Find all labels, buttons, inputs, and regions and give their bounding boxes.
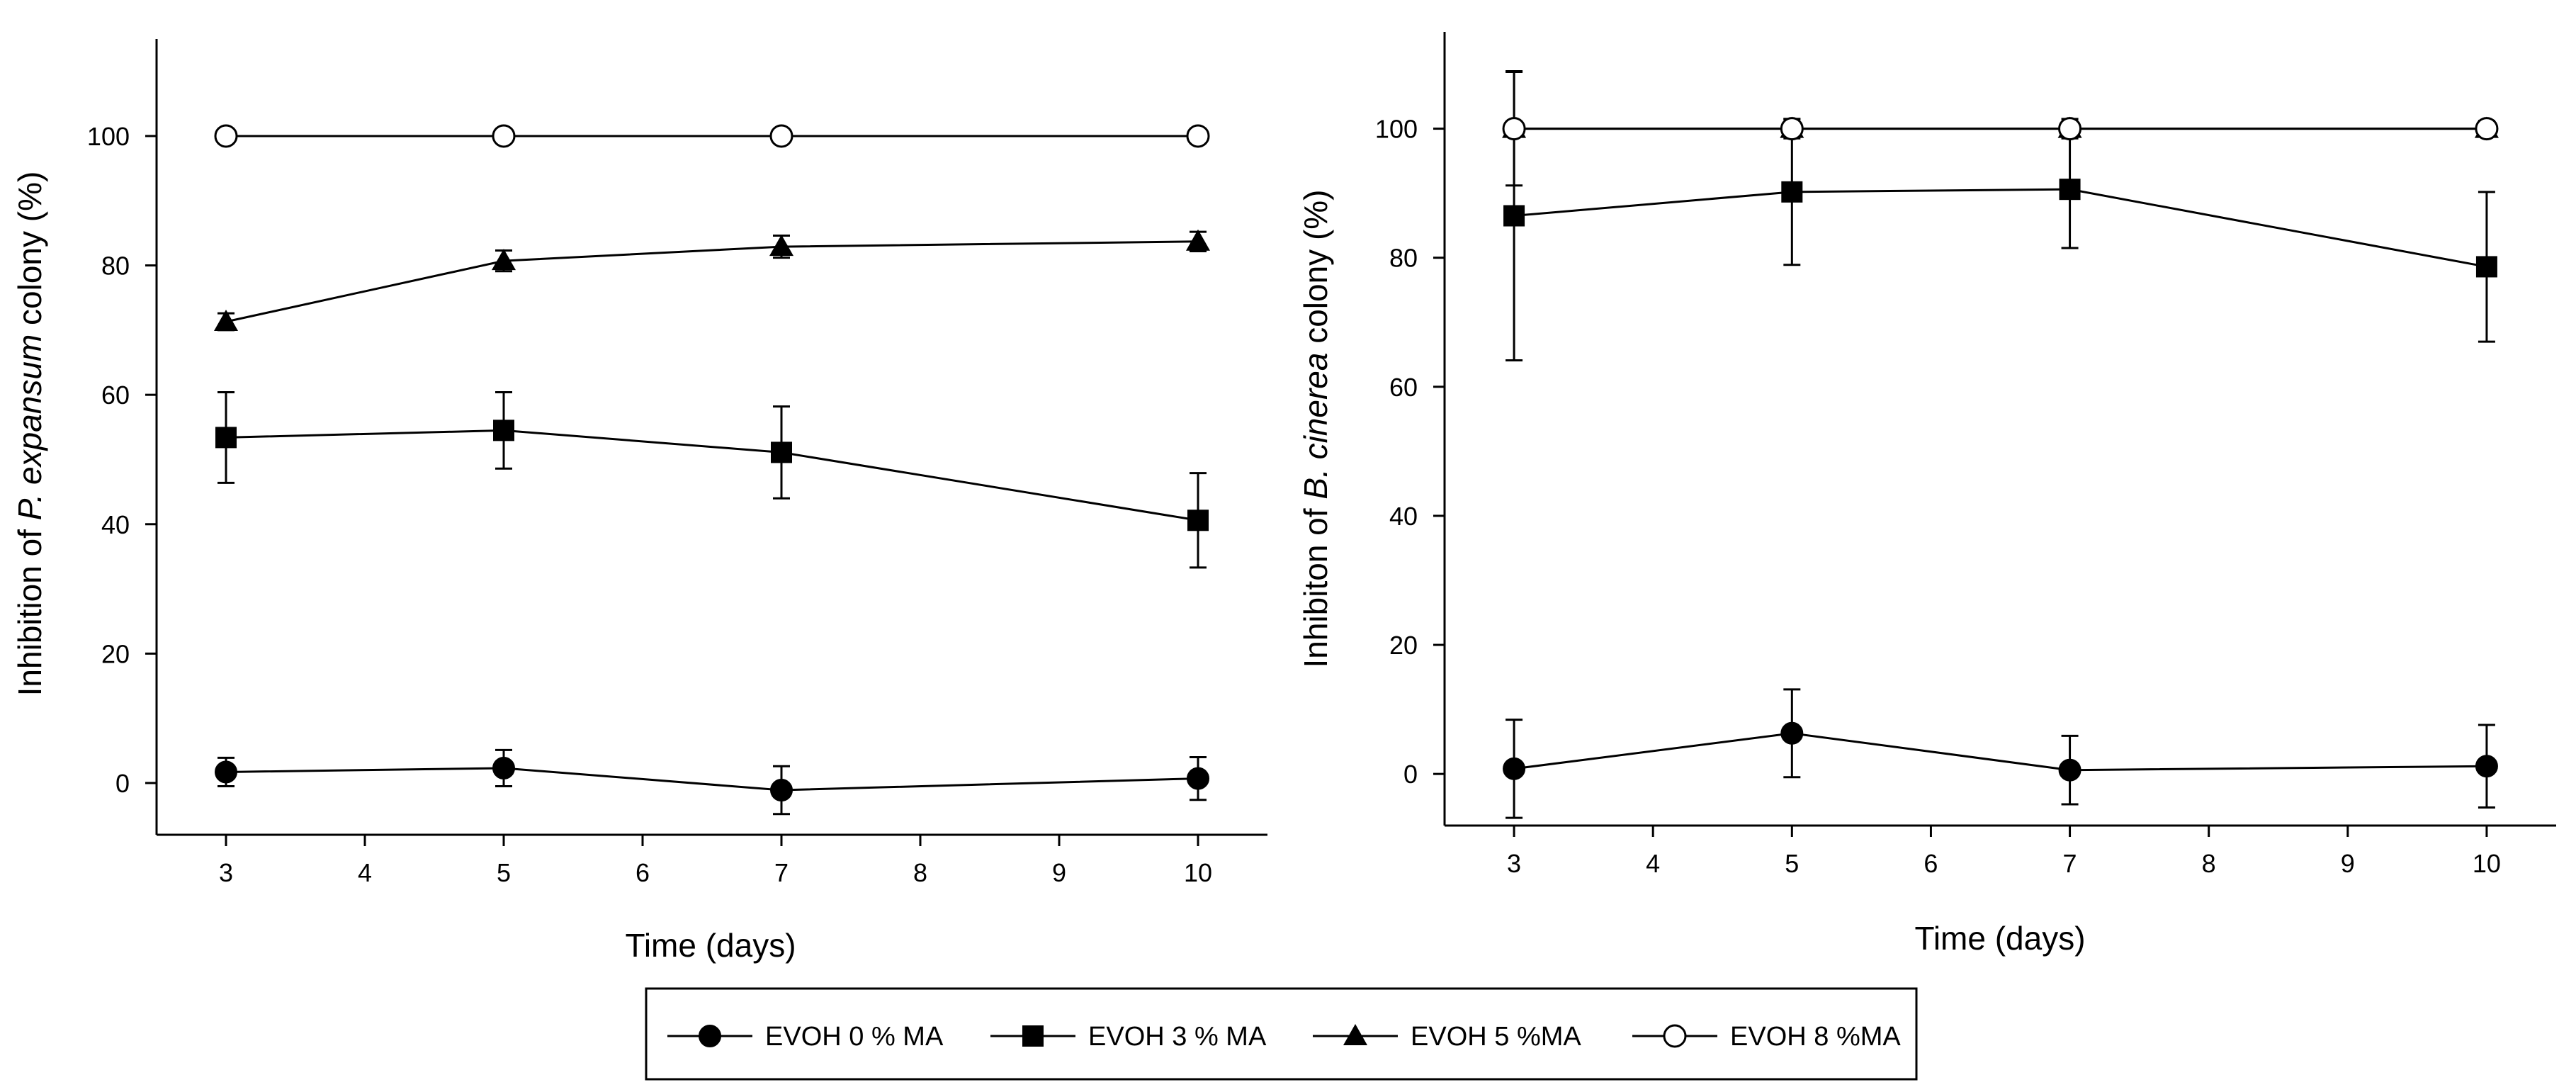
x-tick-label: 7: [2063, 849, 2077, 878]
data-point: [2475, 256, 2497, 278]
data-point: [215, 427, 237, 449]
plot-area: [1502, 70, 2499, 819]
x-tick-label: 8: [2202, 849, 2216, 878]
legend-marker: [1022, 1025, 1044, 1047]
data-point: [1502, 117, 1526, 141]
y-tick-label: 80: [101, 252, 130, 281]
x-tick-label: 8: [913, 858, 927, 887]
data-point: [1780, 721, 1804, 745]
legend-entry-evoh-0-pct-ma: EVOH 0 % MA: [667, 1022, 944, 1052]
y-tick-label: 100: [1375, 115, 1418, 144]
legend-entry-evoh-3-pct-ma: EVOH 3 % MA: [990, 1022, 1267, 1052]
x-axis-title: Time (days): [625, 927, 796, 964]
x-tick-label: 5: [1785, 849, 1799, 878]
series-evoh-3-pct-ma: [1503, 70, 2497, 361]
data-point: [1186, 229, 1210, 251]
legend: EVOH 0 % MA EVOH 3 % MA EVOH 5 %MA EVOH 8 %…: [645, 987, 1918, 1081]
data-point: [2058, 117, 2082, 141]
data-point: [1187, 510, 1209, 531]
data-point: [492, 756, 515, 779]
y-tick-label: 20: [1389, 631, 1418, 660]
x-tick-label: 5: [497, 858, 511, 887]
data-point: [770, 779, 793, 802]
series-evoh-0-pct-ma: [1503, 688, 2498, 819]
y-tick-label: 80: [1389, 244, 1418, 273]
data-point: [1186, 124, 1210, 148]
series-evoh-0-pct-ma: [215, 748, 1209, 816]
x-tick-label: 3: [1507, 849, 1521, 878]
legend-label: EVOH 5 %MA: [1411, 1022, 1581, 1052]
data-point: [771, 441, 792, 463]
x-tick-label: 4: [1646, 849, 1660, 878]
x-tick-label: 4: [358, 858, 372, 887]
y-axis-title: Inhibiton of B. cinerea colony (%): [1297, 189, 1334, 668]
legend-entry-evoh-8-pctma: EVOH 8 %MA: [1632, 1022, 1901, 1052]
y-tick-label: 60: [1389, 373, 1418, 402]
y-tick-label: 0: [1403, 760, 1418, 789]
x-tick-label: 9: [2341, 849, 2355, 878]
series-evoh-5-pctma: [214, 229, 1210, 332]
data-point: [215, 760, 237, 784]
data-point: [492, 249, 516, 271]
data-point: [2058, 758, 2081, 782]
legend-marker: [699, 1025, 721, 1047]
data-point: [2059, 179, 2081, 201]
series-line: [225, 767, 1199, 792]
x-tick-label: 6: [1923, 849, 1938, 878]
data-point: [1503, 205, 1525, 227]
y-tick-label: 20: [101, 639, 130, 668]
legend-entry-evoh-5-pctma: EVOH 5 %MA: [1313, 1022, 1581, 1052]
data-point: [492, 124, 516, 148]
legend-marker: [1343, 1024, 1367, 1045]
data-point: [214, 309, 238, 331]
x-tick-label: 10: [2473, 849, 2501, 878]
legend-label: EVOH 0 % MA: [765, 1022, 944, 1052]
series-line: [1513, 732, 2487, 772]
x-tick-label: 3: [219, 858, 233, 887]
data-point: [1187, 767, 1209, 790]
data-point: [1780, 117, 1804, 141]
y-tick-label: 100: [87, 122, 130, 151]
y-axis-title: Inhibition of P. expansum colony (%): [11, 171, 48, 697]
y-tick-label: 40: [1389, 502, 1418, 531]
legend-box: [645, 987, 1918, 1081]
y-tick-label: 60: [101, 381, 130, 410]
series-evoh-8-pctma: [1502, 70, 2499, 187]
data-point: [493, 420, 514, 441]
data-point: [2475, 755, 2498, 778]
x-tick-label: 10: [1184, 858, 1212, 887]
legend-label: EVOH 8 %MA: [1730, 1022, 1901, 1052]
chart-panel-b-cinerea: Time (days) Inhibiton of B. cinerea colo…: [1297, 32, 2556, 957]
series-evoh-3-pct-ma: [215, 391, 1209, 569]
series-line: [225, 429, 1199, 522]
data-point: [1503, 757, 1526, 780]
data-point: [769, 235, 793, 257]
data-point: [214, 124, 238, 148]
series-line: [225, 240, 1199, 323]
chart-panel-p-expansum: Time (days) Inhibition of P. expansum co…: [11, 39, 1267, 964]
series-line: [1513, 188, 2487, 268]
y-tick-label: 40: [101, 510, 130, 539]
data-point: [769, 124, 793, 148]
legend-marker: [1663, 1024, 1687, 1048]
x-tick-label: 7: [774, 858, 789, 887]
data-point: [2475, 117, 2499, 141]
data-point: [1781, 181, 1803, 203]
series-evoh-8-pctma: [214, 124, 1210, 148]
x-tick-label: 9: [1052, 858, 1066, 887]
x-tick-label: 6: [635, 858, 650, 887]
legend-label: EVOH 3 % MA: [1088, 1022, 1267, 1052]
plot-area: [214, 124, 1210, 816]
y-tick-label: 0: [115, 769, 130, 798]
x-axis-title: Time (days): [1914, 920, 2085, 957]
